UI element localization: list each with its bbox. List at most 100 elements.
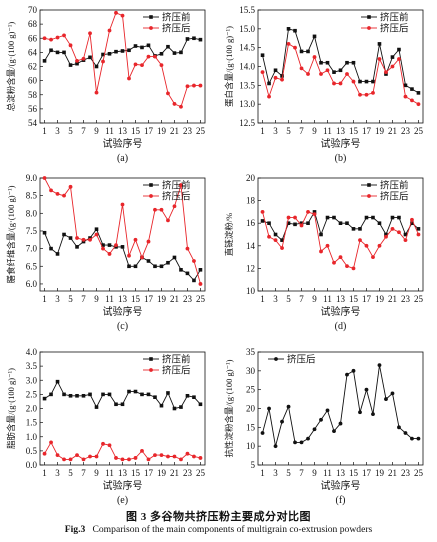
data-point	[166, 260, 170, 265]
data-point	[273, 232, 278, 237]
data-point	[390, 55, 395, 59]
figure-caption-label: Fig.3	[64, 524, 86, 535]
data-point	[273, 444, 278, 449]
x-tick-label: 3	[55, 126, 60, 136]
x-axis-label: 试验序号	[321, 305, 361, 318]
data-point	[371, 412, 375, 417]
y-tick-label: 7.0	[26, 244, 38, 254]
x-tick-label: 7	[299, 126, 304, 136]
data-point	[371, 215, 375, 220]
x-tick-label: 25	[414, 126, 424, 136]
data-point	[306, 210, 310, 214]
y-tick-label: 3.5	[26, 361, 38, 371]
data-point	[120, 202, 125, 207]
y-tick-label: 13.0	[239, 99, 255, 109]
panel-label: (d)	[335, 321, 347, 332]
data-point	[68, 393, 73, 398]
data-point	[306, 72, 310, 76]
x-tick-label: 11	[105, 294, 114, 304]
data-point	[410, 436, 414, 441]
data-point	[345, 221, 349, 225]
series-line-after_f	[262, 365, 419, 447]
y-tick-label: 14.5	[239, 43, 255, 53]
y-tick-label: 64	[28, 47, 38, 57]
x-tick-label: 13	[118, 126, 128, 136]
data-point	[397, 215, 401, 220]
data-point	[358, 79, 362, 84]
data-point	[172, 204, 177, 209]
data-point	[101, 52, 105, 57]
data-point	[351, 368, 356, 373]
data-point	[312, 34, 317, 39]
x-tick-label: 9	[312, 126, 317, 136]
data-point	[166, 454, 170, 459]
series-line-after	[262, 43, 419, 105]
data-point	[384, 234, 388, 239]
legend-marker	[367, 194, 371, 198]
data-point	[390, 215, 395, 220]
data-point	[293, 222, 297, 227]
series-line-after	[44, 441, 201, 461]
legend-label: 挤压前	[380, 12, 409, 24]
y-tick-label: 62	[28, 62, 37, 72]
data-point	[120, 457, 125, 462]
data-point	[338, 81, 343, 86]
legend-label: 挤压后	[162, 365, 191, 377]
data-point	[377, 221, 382, 225]
x-tick-label: 9	[94, 126, 99, 136]
data-point	[345, 72, 349, 76]
data-point	[306, 436, 310, 441]
y-tick-label: 30	[246, 366, 256, 376]
y-tick-label: 2.0	[26, 404, 38, 414]
y-tick-label: 70	[28, 5, 38, 15]
x-tick-label: 1	[42, 126, 47, 136]
x-axis-label: 试验序号	[321, 479, 361, 492]
legend-marker	[149, 15, 153, 19]
data-point	[166, 218, 170, 223]
y-tick-label: 6.0	[26, 279, 38, 289]
y-tick-label: 15	[246, 422, 256, 432]
data-point	[377, 363, 382, 368]
y-tick-label: 12.5	[239, 118, 255, 128]
data-point	[159, 207, 164, 212]
data-point	[390, 391, 395, 396]
data-point	[49, 37, 53, 42]
x-tick-label: 13	[118, 294, 128, 304]
data-point	[260, 431, 265, 435]
data-point	[338, 421, 343, 426]
data-point	[153, 395, 157, 399]
x-tick-label: 9	[312, 468, 317, 478]
data-point	[286, 42, 291, 46]
figure-caption-text: Comparison of the main components of mul…	[92, 524, 373, 535]
data-point	[166, 91, 170, 96]
data-point	[62, 50, 66, 55]
data-point	[325, 215, 330, 220]
legend-label: 挤压后	[380, 191, 409, 203]
data-point	[172, 51, 177, 55]
x-tick-label: 11	[323, 294, 332, 304]
x-tick-label: 23	[401, 294, 411, 304]
x-tick-label: 11	[323, 468, 332, 478]
x-tick-label: 5	[68, 294, 73, 304]
data-point	[62, 457, 66, 462]
data-point	[88, 55, 92, 60]
x-tick-label: 7	[81, 294, 86, 304]
figure-caption-english: Fig.3 Comparison of the main components …	[0, 524, 437, 535]
data-point	[286, 221, 291, 225]
data-point	[319, 72, 323, 76]
data-point	[358, 227, 362, 231]
data-point	[345, 264, 349, 269]
panel-label: (f)	[336, 495, 346, 506]
legend-label: 挤压后	[162, 191, 191, 203]
x-tick-label: 19	[157, 126, 167, 136]
y-tick-label: 10	[246, 286, 256, 296]
legend-marker	[149, 194, 153, 198]
figure-caption-chinese: 图 3 多谷物共挤压粉主要成分对比图	[126, 511, 311, 523]
data-point	[81, 393, 86, 398]
series-line-before	[262, 210, 419, 241]
y-axis-label: 总淀粉含量/(g·(100 g)⁻¹)	[6, 22, 16, 112]
x-tick-label: 5	[286, 126, 291, 136]
data-point	[88, 392, 92, 397]
